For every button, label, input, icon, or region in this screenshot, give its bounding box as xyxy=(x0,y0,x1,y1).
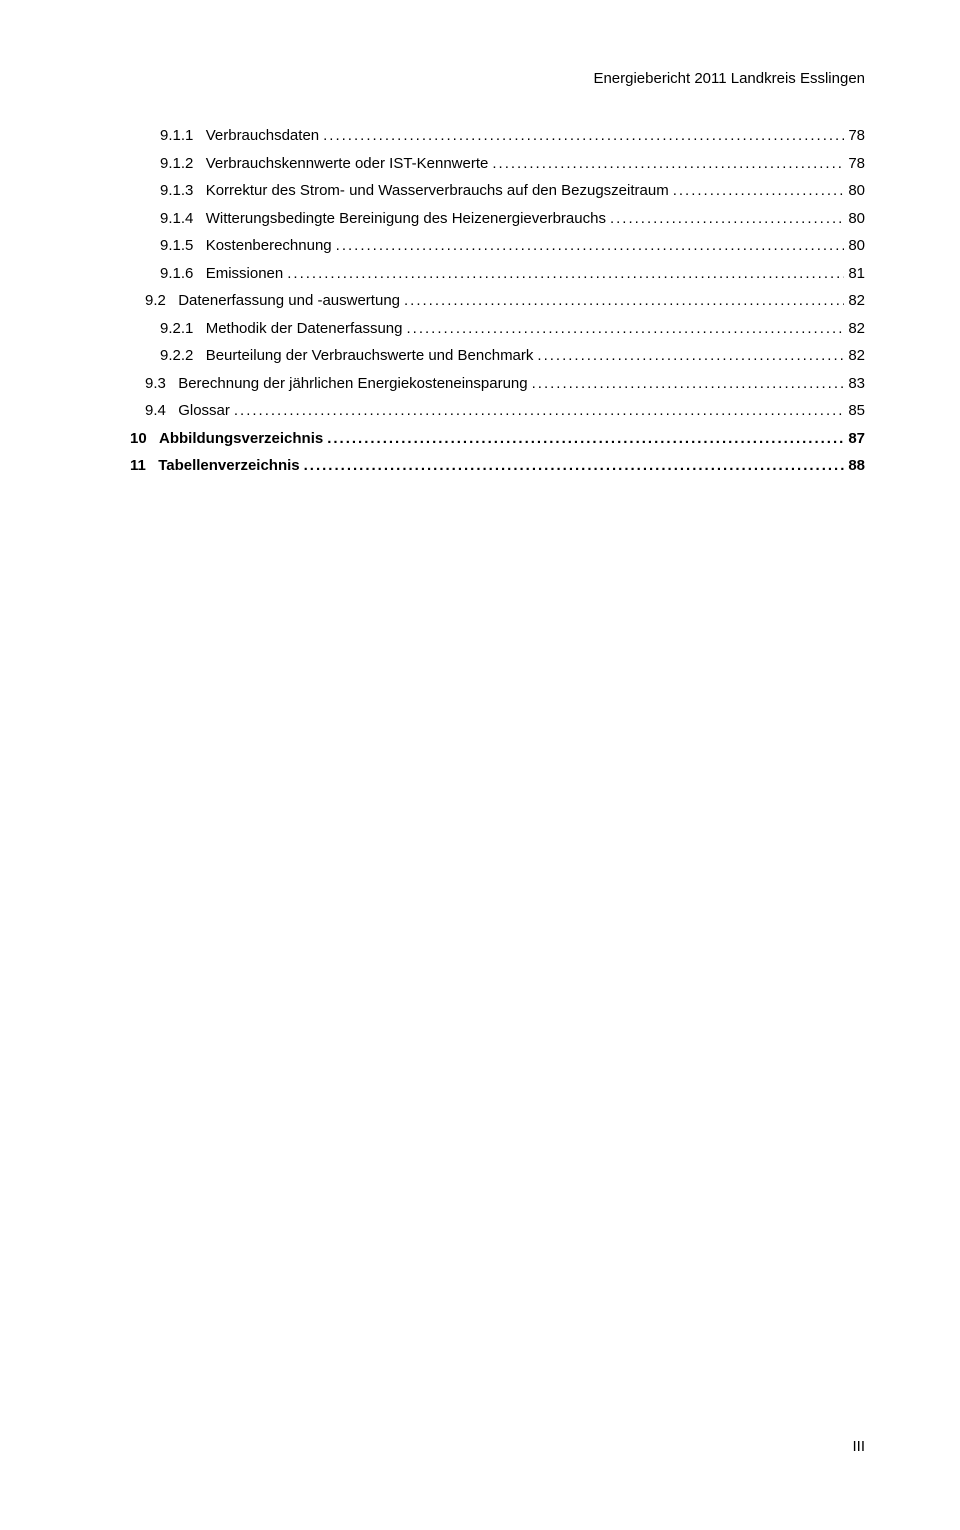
toc-entry-number: 9.1.3 xyxy=(160,180,193,203)
toc-entry-number: 9.1.6 xyxy=(160,263,193,286)
toc-entry: 11 Tabellenverzeichnis..................… xyxy=(130,455,865,478)
toc-entry-leader: ........................................… xyxy=(234,400,844,423)
toc-entry-page: 80 xyxy=(848,208,865,231)
toc-entry-number: 9.2 xyxy=(145,290,166,313)
toc-entry-number: 9.2.1 xyxy=(160,318,193,341)
toc-entry: 9.1.4 Witterungsbedingte Bereinigung des… xyxy=(130,208,865,231)
toc-entry-number: 9.1.2 xyxy=(160,153,193,176)
toc-entry-leader: ........................................… xyxy=(407,318,845,341)
toc-entry-title: Emissionen xyxy=(197,263,283,286)
toc-entry: 9.4 Glossar.............................… xyxy=(130,400,865,423)
toc-entry-leader: ........................................… xyxy=(287,263,844,286)
toc-entry: 10 Abbildungsverzeichnis................… xyxy=(130,428,865,451)
toc-entry-page: 87 xyxy=(848,428,865,451)
toc-entry-title: Abbildungsverzeichnis xyxy=(151,428,324,451)
toc-entry-number: 9.1.1 xyxy=(160,125,193,148)
toc-entry: 9.1.1 Verbrauchsdaten...................… xyxy=(130,125,865,148)
toc-entry-title: Witterungsbedingte Bereinigung des Heize… xyxy=(197,208,606,231)
toc-entry-leader: ........................................… xyxy=(327,428,844,451)
toc-entry-number: 9.3 xyxy=(145,373,166,396)
toc-entry-page: 82 xyxy=(848,318,865,341)
toc-entry: 9.1.2 Verbrauchskennwerte oder IST-Kennw… xyxy=(130,153,865,176)
toc-entry: 9.1.3 Korrektur des Strom- und Wasserver… xyxy=(130,180,865,203)
toc-entry-page: 82 xyxy=(848,290,865,313)
toc-entry-title: Tabellenverzeichnis xyxy=(150,455,300,478)
toc-entry-number: 9.1.4 xyxy=(160,208,193,231)
toc-entry-leader: ........................................… xyxy=(673,180,845,203)
toc-entry-page: 88 xyxy=(848,455,865,478)
page-number: III xyxy=(852,1438,865,1455)
toc-entry-leader: ........................................… xyxy=(336,235,845,258)
toc-entry-page: 85 xyxy=(848,400,865,423)
toc-entry-page: 78 xyxy=(848,153,865,176)
toc-entry-page: 78 xyxy=(848,125,865,148)
toc-entry-leader: ........................................… xyxy=(404,290,844,313)
toc-entry-number: 9.1.5 xyxy=(160,235,193,258)
toc-entry: 9.2 Datenerfassung und -auswertung......… xyxy=(130,290,865,313)
toc-entry-leader: ........................................… xyxy=(304,455,845,478)
toc-entry-leader: ........................................… xyxy=(537,345,844,368)
toc-entry: 9.1.6 Emissionen........................… xyxy=(130,263,865,286)
toc-entry-page: 80 xyxy=(848,180,865,203)
toc-entry-title: Korrektur des Strom- und Wasserverbrauch… xyxy=(197,180,668,203)
toc-entry-page: 81 xyxy=(848,263,865,286)
toc-entry-title: Verbrauchskennwerte oder IST-Kennwerte xyxy=(197,153,488,176)
toc-entry-title: Verbrauchsdaten xyxy=(197,125,319,148)
toc-entry-page: 80 xyxy=(848,235,865,258)
toc-entry-leader: ........................................… xyxy=(610,208,844,231)
toc-entry: 9.2.1 Methodik der Datenerfassung.......… xyxy=(130,318,865,341)
toc-entry: 9.2.2 Beurteilung der Verbrauchswerte un… xyxy=(130,345,865,368)
toc-entry: 9.1.5 Kostenberechnung..................… xyxy=(130,235,865,258)
toc-entry-title: Methodik der Datenerfassung xyxy=(197,318,402,341)
toc-entry: 9.3 Berechnung der jährlichen Energiekos… xyxy=(130,373,865,396)
toc-entry-leader: ........................................… xyxy=(532,373,845,396)
toc-entry-title: Kostenberechnung xyxy=(197,235,331,258)
toc-entry-number: 9.4 xyxy=(145,400,166,423)
toc-entry-title: Berechnung der jährlichen Energiekostene… xyxy=(170,373,528,396)
toc-entry-page: 83 xyxy=(848,373,865,396)
toc-entry-number: 11 xyxy=(130,455,146,478)
toc-entry-page: 82 xyxy=(848,345,865,368)
toc-entry-leader: ........................................… xyxy=(492,153,844,176)
toc-entry-title: Datenerfassung und -auswertung xyxy=(170,290,400,313)
table-of-contents: 9.1.1 Verbrauchsdaten...................… xyxy=(130,125,865,478)
toc-entry-title: Glossar xyxy=(170,400,230,423)
toc-entry-title: Beurteilung der Verbrauchswerte und Benc… xyxy=(197,345,533,368)
toc-entry-leader: ........................................… xyxy=(323,125,844,148)
toc-entry-number: 9.2.2 xyxy=(160,345,193,368)
page-header: Energiebericht 2011 Landkreis Esslingen xyxy=(593,70,865,87)
toc-entry-number: 10 xyxy=(130,428,147,451)
